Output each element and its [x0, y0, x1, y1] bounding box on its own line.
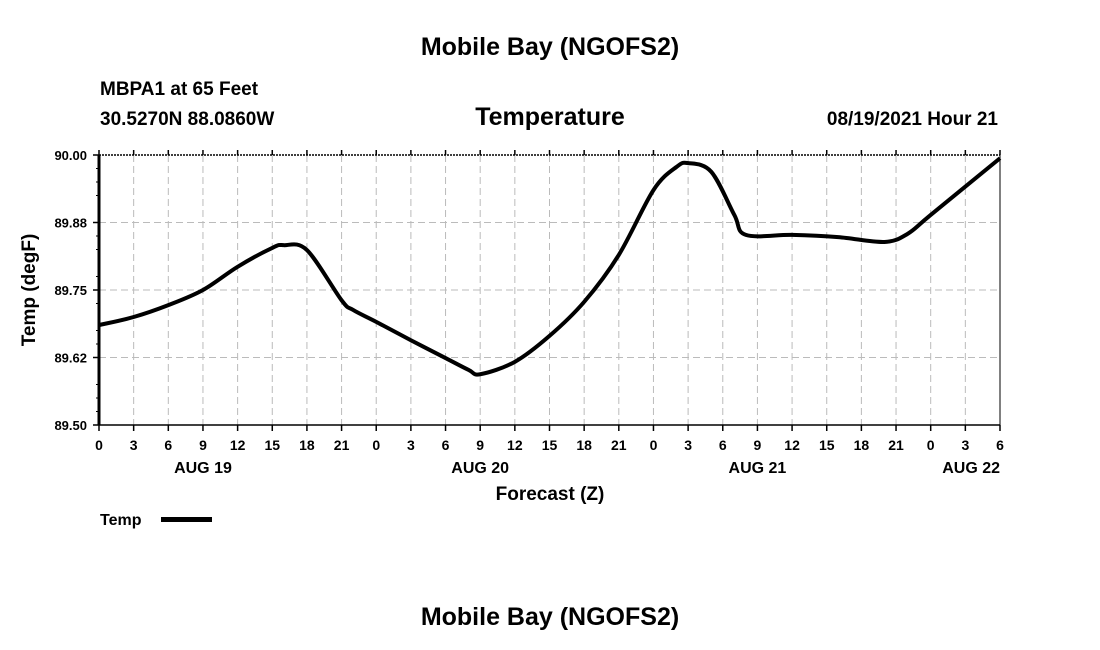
- datetime-label: 08/19/2021 Hour 21: [827, 109, 999, 130]
- x-tick-label: 6: [719, 437, 727, 453]
- x-tick-label: 12: [784, 437, 800, 453]
- x-tick-label: 6: [164, 437, 172, 453]
- x-tick-label: 6: [996, 437, 1004, 453]
- x-axis-label: Forecast (Z): [496, 484, 605, 505]
- y-tick-label: 89.62: [54, 351, 87, 366]
- coords-label: 30.5270N 88.0860W: [100, 109, 274, 130]
- x-tick-label: 18: [854, 437, 870, 453]
- x-tick-label: 12: [507, 437, 523, 453]
- x-tick-label: 9: [199, 437, 207, 453]
- x-tick-label: 21: [334, 437, 350, 453]
- x-tick-label: 3: [407, 437, 415, 453]
- footer-title: Mobile Bay (NGOFS2): [421, 603, 679, 631]
- x-tick-label: 3: [961, 437, 969, 453]
- x-date-label: AUG 19: [174, 460, 232, 477]
- x-tick-label: 3: [684, 437, 692, 453]
- x-date-label: AUG 20: [451, 460, 509, 477]
- y-tick-label: 89.50: [54, 418, 87, 433]
- x-tick-label: 15: [819, 437, 835, 453]
- x-tick-label: 3: [130, 437, 138, 453]
- x-tick-label: 21: [611, 437, 627, 453]
- y-tick-label: 90.00: [54, 148, 87, 163]
- grid: [99, 155, 1000, 425]
- x-tick-label: 18: [299, 437, 315, 453]
- legend-swatch: [161, 517, 212, 522]
- x-tick-label: 0: [95, 437, 103, 453]
- series-line-temp: [98, 156, 1002, 377]
- x-date-label: AUG 21: [729, 460, 787, 477]
- x-tick-label: 0: [372, 437, 380, 453]
- y-tick-label: 89.88: [54, 216, 87, 231]
- x-date-label: AUG 22: [942, 460, 1000, 477]
- x-tick-label: 0: [927, 437, 935, 453]
- x-tick-label: 9: [476, 437, 484, 453]
- axes: 0 3 6 9 12 15 18 21 0 3 6 9 12 15 18 21 0 3 6 9 12 15 18 21 0 3 6A…: [54, 148, 1004, 477]
- x-tick-label: 18: [576, 437, 592, 453]
- main-title: Mobile Bay (NGOFS2): [421, 33, 679, 61]
- y-tick-label: 89.75: [54, 283, 87, 298]
- x-tick-label: 12: [230, 437, 246, 453]
- x-tick-label: 9: [754, 437, 762, 453]
- x-tick-label: 15: [264, 437, 280, 453]
- legend-label: Temp: [100, 512, 142, 529]
- chart-title: Temperature: [475, 103, 625, 131]
- x-tick-label: 0: [650, 437, 658, 453]
- x-tick-label: 15: [542, 437, 558, 453]
- station-label: MBPA1 at 65 Feet: [100, 79, 259, 100]
- x-tick-label: 21: [888, 437, 904, 453]
- x-tick-label: 6: [442, 437, 450, 453]
- y-axis-label: Temp (degF): [19, 234, 40, 347]
